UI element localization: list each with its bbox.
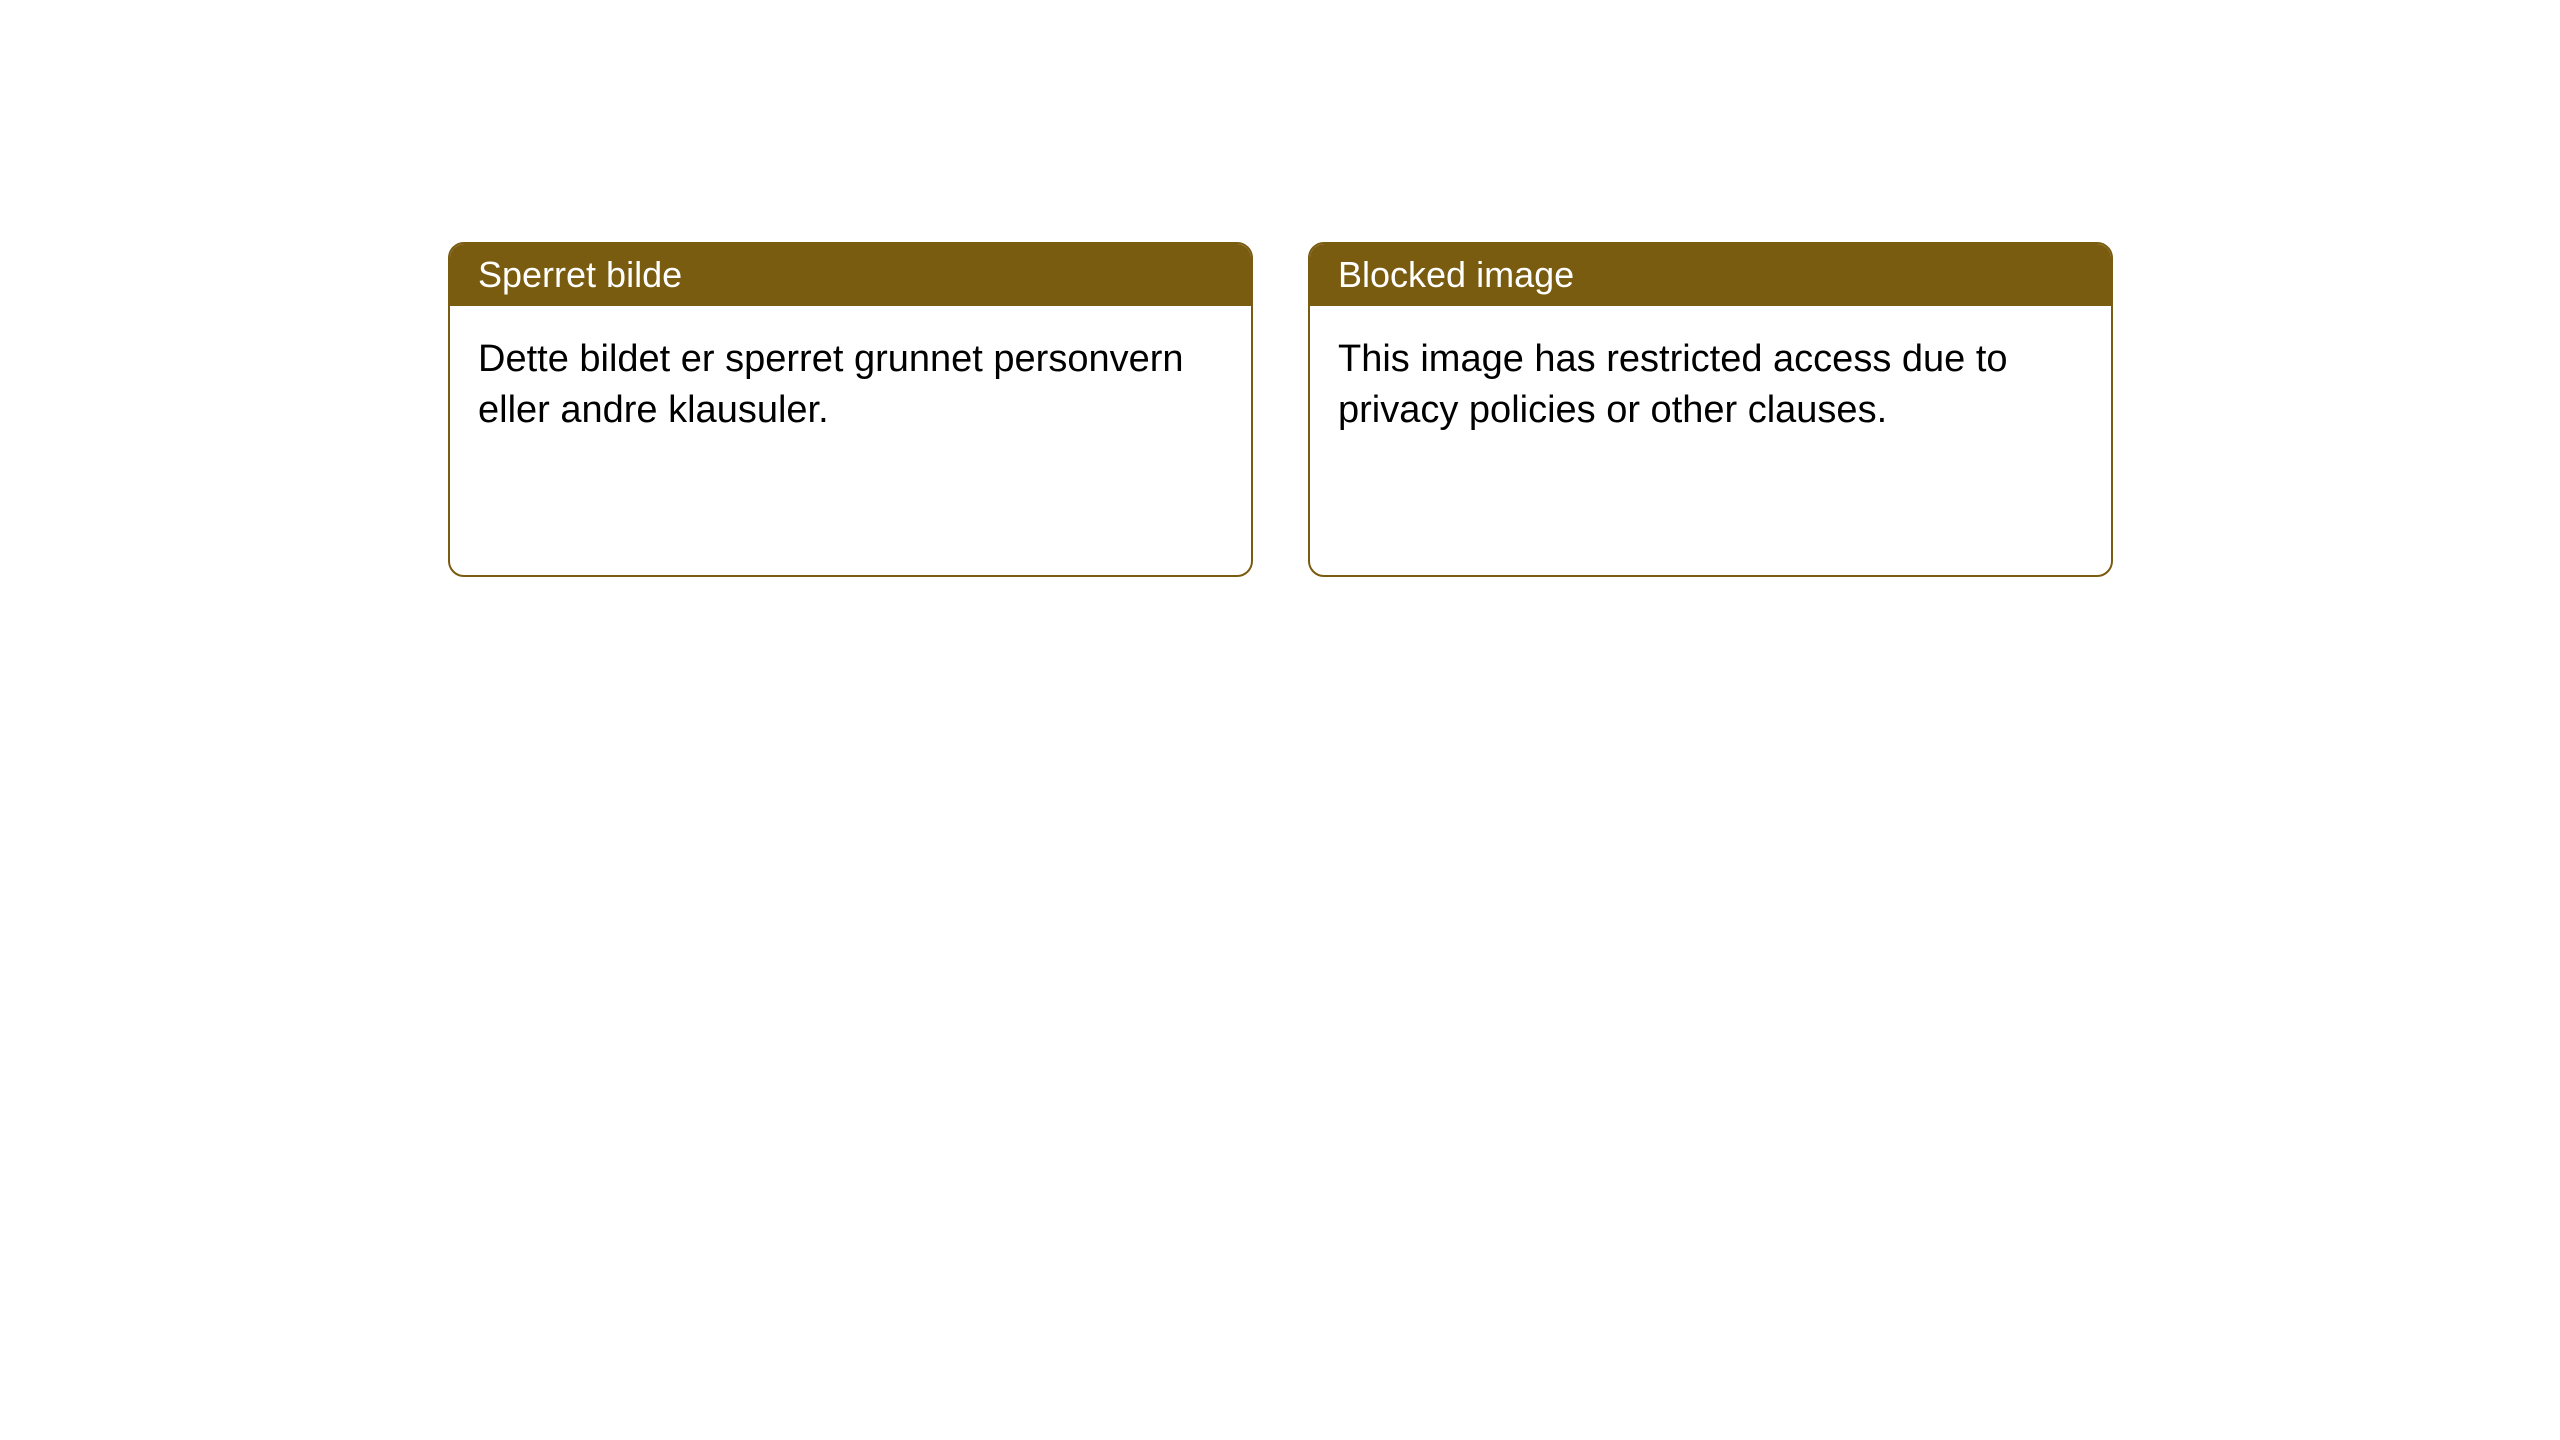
card-header-en: Blocked image [1310, 244, 2111, 306]
notice-card-no: Sperret bilde Dette bildet er sperret gr… [448, 242, 1253, 577]
notice-container: Sperret bilde Dette bildet er sperret gr… [0, 0, 2560, 577]
notice-card-en: Blocked image This image has restricted … [1308, 242, 2113, 577]
card-body-no: Dette bildet er sperret grunnet personve… [450, 306, 1251, 465]
card-header-no: Sperret bilde [450, 244, 1251, 306]
card-body-en: This image has restricted access due to … [1310, 306, 2111, 465]
